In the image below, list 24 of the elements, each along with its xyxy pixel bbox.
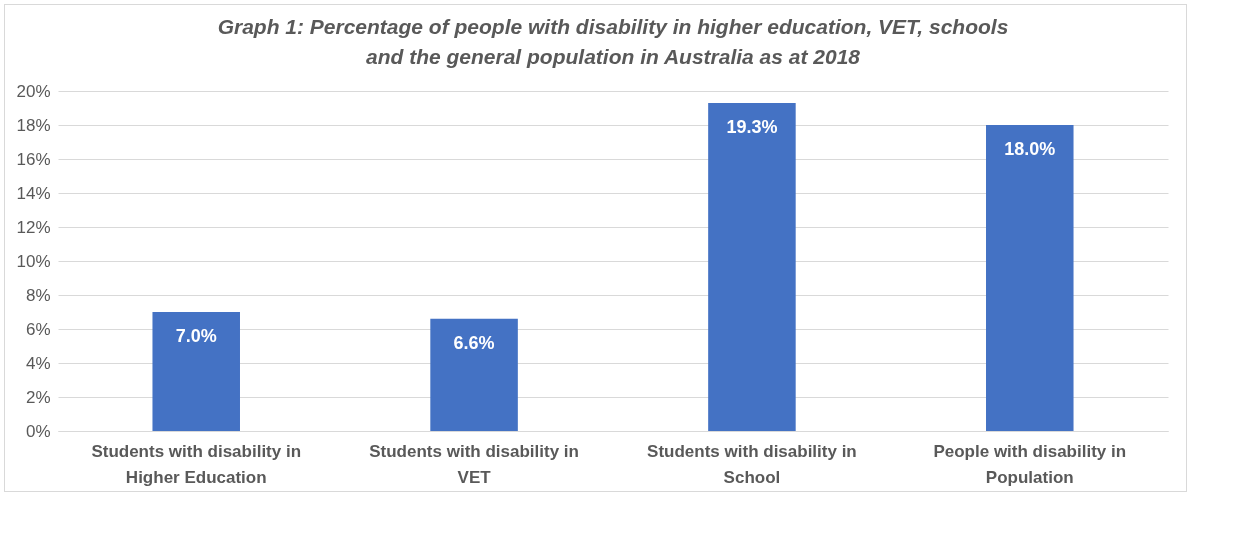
bar xyxy=(430,318,518,431)
chart-title: Graph 1: Percentage of people with disability in higher education, VET, schools and the general population in Australia as at 2018 xyxy=(217,15,1009,68)
y-tick-label: 0% xyxy=(25,421,51,441)
y-tick-label: 20% xyxy=(16,81,51,101)
bar xyxy=(986,125,1074,431)
x-tick-label: Students with disability in Higher Education xyxy=(91,441,302,487)
x-tick-label: People with disability in Population xyxy=(933,441,1127,487)
y-tick-label: 4% xyxy=(25,353,51,373)
y-tick-label: 10% xyxy=(16,251,51,271)
y-tick-label: 2% xyxy=(25,387,51,407)
y-tick-label: 12% xyxy=(16,217,51,237)
y-tick-label: 8% xyxy=(25,285,51,305)
x-tick-label: Students with disability in School xyxy=(647,441,857,487)
data-label: 18.0% xyxy=(1004,139,1056,159)
y-tick-label: 6% xyxy=(25,319,51,339)
x-tick-label: Students with disability in VET xyxy=(369,441,579,487)
y-tick-label: 16% xyxy=(16,149,51,169)
bar xyxy=(708,102,796,431)
data-label: 19.3% xyxy=(726,116,778,137)
data-label: 7.0% xyxy=(175,326,217,346)
y-tick-label: 14% xyxy=(16,183,51,203)
bar xyxy=(152,312,240,431)
y-tick-label: 18% xyxy=(16,115,51,135)
data-label: 6.6% xyxy=(453,332,495,353)
